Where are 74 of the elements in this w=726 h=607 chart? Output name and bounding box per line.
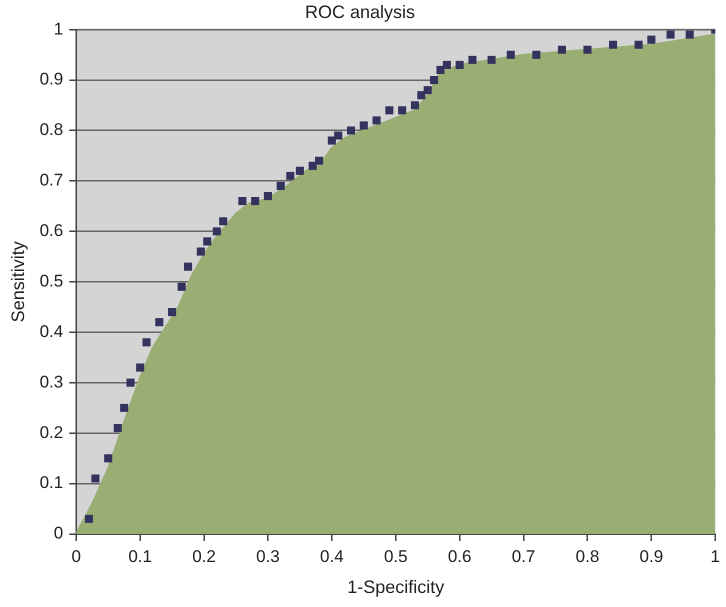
point [142,338,151,346]
y-tick-label: 0.9 [40,70,64,89]
x-tick-label: 0.6 [448,546,472,566]
point [583,46,592,54]
point [264,192,272,200]
y-tick-label: 0.7 [40,170,64,190]
point [328,136,336,145]
point [114,424,122,432]
x-tick-label: 0.2 [192,546,216,566]
point [155,318,164,326]
point [203,237,212,246]
y-tick-label: 0.8 [40,120,64,140]
point [104,454,112,462]
x-tick-label: 0.1 [128,546,152,566]
y-tick-label: 1 [54,19,64,38]
point [296,166,304,175]
point [178,282,186,291]
point [456,60,464,69]
point [686,30,694,39]
point [136,364,144,372]
point [286,172,294,180]
point [219,217,228,226]
point [436,66,445,74]
point [84,514,94,523]
chart-title: ROC analysis [304,2,416,22]
point [315,156,324,165]
point [647,36,656,44]
point [424,86,432,94]
point [276,182,285,190]
y-tick-label: 0.5 [40,271,64,290]
point [168,308,176,316]
point [398,106,406,114]
x-tick-label: 0.3 [256,546,280,566]
y-axis-title: Sensitivity [8,241,28,322]
x-tick-label: 0.4 [320,546,344,566]
point [506,50,515,59]
x-tick-label: 0.9 [640,546,664,566]
y-tick-label: 0 [54,524,64,543]
y-tick-label: 0.1 [40,473,64,492]
point [184,262,192,271]
y-tick-label: 0.6 [40,221,64,240]
x-tick-label: 0.5 [384,546,408,566]
x-tick-label: 0 [72,546,81,566]
point [442,60,451,69]
point [196,248,205,256]
point [212,227,221,236]
x-axis-title: 1-Specificity [347,577,444,598]
point [372,116,381,124]
y-tick-label: 0.2 [40,422,64,442]
point [360,121,368,130]
x-tick-label: 0.7 [512,546,536,566]
point [558,46,566,54]
point [488,56,496,64]
point [126,378,135,387]
x-tick-label: 1 [710,546,720,566]
point [468,56,476,64]
point [308,162,317,170]
point [608,40,618,49]
x-tick-label: 0.8 [576,546,600,566]
point [346,126,356,135]
point [532,50,540,59]
point [666,30,675,39]
point [634,40,643,49]
point [238,197,246,206]
point [251,197,260,206]
point [91,474,100,483]
y-tick-label: 0.4 [40,322,64,341]
y-tick-label: 0.3 [40,372,64,392]
point [334,131,342,140]
point [385,106,394,114]
point [410,101,419,110]
point [120,404,128,412]
point [417,91,426,100]
point [430,76,438,84]
